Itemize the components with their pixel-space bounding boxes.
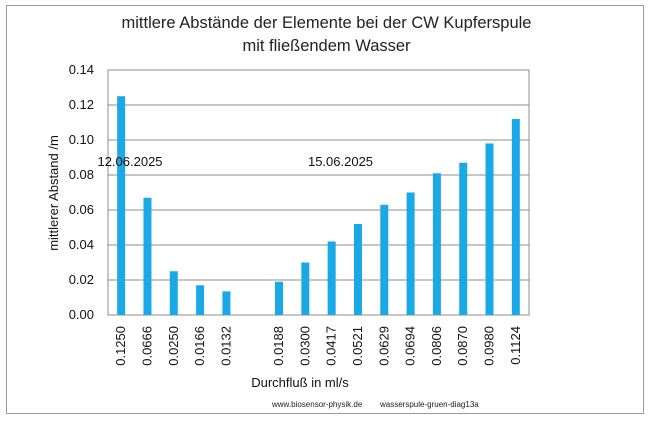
y-tick-label: 0.14 — [69, 62, 94, 77]
x-tick-label: 0.0980 — [482, 326, 497, 366]
bar — [327, 241, 336, 315]
plot-border — [107, 69, 530, 316]
footer-site: www.biosensor-physik.de — [272, 400, 363, 409]
x-tick-label: 0.0629 — [376, 326, 391, 366]
grid-lines — [107, 69, 530, 316]
bar — [143, 197, 152, 315]
y-tick-label: 0.08 — [69, 167, 94, 182]
y-tick-label: 0.10 — [69, 132, 94, 147]
y-tick-label: 0.00 — [69, 307, 94, 322]
y-tick-label: 0.06 — [69, 202, 94, 217]
bar — [169, 271, 178, 315]
x-tick-label: 0.0132 — [218, 326, 233, 366]
bar — [485, 143, 494, 315]
bar — [459, 162, 468, 315]
x-tick-label: 0.0806 — [429, 326, 444, 366]
x-tick-label: 0.1124 — [508, 326, 523, 365]
y-tick-label: 0.04 — [69, 237, 94, 252]
y-tick-labels: 0.00 0.02 0.04 0.06 0.08 0.10 0.12 0.14 — [69, 62, 94, 322]
bar — [301, 262, 310, 315]
x-tick-label: 0.0870 — [455, 326, 470, 366]
y-axis-title: mittlerer Abstand /m — [46, 135, 61, 251]
bar — [511, 119, 520, 315]
bar — [117, 96, 126, 315]
y-tick-label: 0.12 — [69, 97, 94, 112]
x-tick-labels: 0.1250 0.0666 0.0250 0.0166 0.0132 0.0188 0.03… — [113, 326, 523, 366]
x-tick-label: 0.0300 — [297, 326, 312, 366]
y-tick-label: 0.02 — [69, 272, 94, 287]
x-tick-label: 0.0250 — [166, 326, 181, 366]
bars — [117, 96, 520, 315]
x-tick-label: 0.0417 — [324, 326, 339, 366]
x-tick-label: 0.0694 — [403, 326, 418, 366]
bar — [406, 192, 415, 315]
x-tick-label: 0.0188 — [271, 326, 286, 366]
date-annotation: 15.06.2025 — [308, 154, 373, 169]
x-tick-label: 0.0166 — [192, 326, 207, 366]
bar — [275, 281, 284, 315]
bar — [380, 204, 389, 315]
x-tick-label: 0.0666 — [139, 326, 154, 366]
bar — [196, 285, 205, 315]
x-tick-label: 0.1250 — [113, 326, 128, 366]
footer-code: wasserspule-gruen-diag13a — [380, 400, 479, 409]
annotations: 12.06.2025 15.06.2025 — [97, 154, 373, 169]
chart-title-line-1: mittlere Abstände der Elemente bei der C… — [121, 14, 532, 32]
x-tick-label: 0.0521 — [350, 326, 365, 366]
bar — [432, 173, 441, 315]
chart-frame — [6, 5, 644, 414]
x-axis-title: Durchfluß in ml/s — [251, 375, 349, 390]
bar — [222, 291, 231, 315]
chart-title-line-2: mit fließendem Wasser — [242, 37, 411, 55]
date-annotation: 12.06.2025 — [97, 154, 162, 169]
bar — [353, 224, 362, 315]
